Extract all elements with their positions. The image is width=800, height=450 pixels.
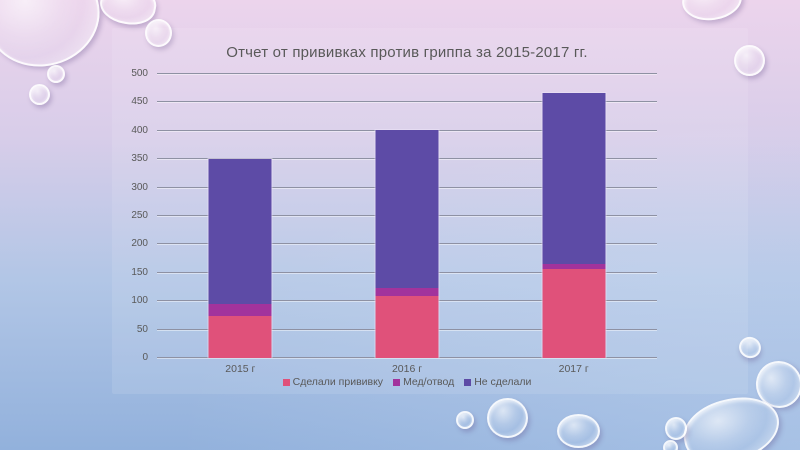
x-axis-category-label: 2017 г bbox=[558, 363, 589, 375]
water-drop-icon bbox=[663, 440, 678, 450]
water-drop-icon bbox=[29, 84, 50, 105]
y-axis-tick-label: 300 bbox=[131, 181, 148, 193]
water-drop-icon bbox=[145, 19, 172, 47]
chart-title: Отчет от прививках против гриппа за 2015… bbox=[226, 44, 588, 61]
y-axis-tick-label: 0 bbox=[142, 352, 148, 363]
water-drop-icon bbox=[456, 411, 474, 429]
y-axis-tick-label: 100 bbox=[131, 295, 148, 307]
bar-segment bbox=[208, 315, 272, 358]
y-axis-tick-label: 50 bbox=[136, 323, 148, 335]
bar-segment bbox=[375, 295, 439, 358]
legend-swatch-icon bbox=[282, 378, 290, 386]
x-axis-category-label: 2015 г bbox=[225, 363, 256, 375]
y-axis-tick-label: 350 bbox=[131, 153, 148, 165]
bar-segment bbox=[208, 158, 272, 305]
water-drop-icon bbox=[47, 65, 65, 83]
stacked-bar bbox=[374, 129, 440, 358]
stacked-bar bbox=[207, 157, 273, 358]
bar-segment bbox=[542, 92, 606, 265]
legend-item: Не сделали bbox=[464, 376, 531, 388]
water-drop-icon bbox=[557, 414, 600, 448]
y-axis-tick-label: 500 bbox=[131, 68, 148, 79]
water-drop-icon bbox=[734, 45, 765, 76]
y-axis-tick-label: 250 bbox=[131, 210, 148, 221]
legend-swatch-icon bbox=[393, 378, 401, 386]
x-axis-category-label: 2016 г bbox=[391, 363, 423, 375]
gridline bbox=[157, 101, 657, 103]
legend-label: Мед/отвод bbox=[403, 376, 455, 388]
legend-label: Сделали прививку bbox=[292, 376, 384, 388]
legend-label: Не сделали bbox=[474, 376, 532, 388]
bar-segment bbox=[375, 288, 439, 296]
bar-segment bbox=[208, 304, 272, 316]
plot-area: 0 50 100 150 200 250 300 350 400 450 500 2015 г 2016… bbox=[131, 69, 657, 375]
water-drop-icon bbox=[487, 398, 528, 438]
legend-item: Сделали прививку bbox=[282, 376, 384, 388]
gridline bbox=[157, 73, 657, 74]
stacked-bar bbox=[541, 91, 607, 358]
y-axis-tick-label: 400 bbox=[131, 124, 148, 136]
legend-item: Мед/отвод bbox=[393, 376, 454, 388]
y-axis-tick-label: 450 bbox=[131, 96, 148, 108]
y-axis-tick-label: 200 bbox=[131, 238, 148, 250]
y-axis-tick-label: 150 bbox=[131, 266, 148, 278]
legend: Сделали прививку Мед/отвод Не сделали bbox=[157, 376, 657, 388]
legend-swatch-icon bbox=[464, 378, 472, 386]
water-drop-icon bbox=[665, 417, 687, 440]
bar-segment bbox=[375, 130, 439, 289]
bar-segment bbox=[542, 269, 606, 358]
bar-segment bbox=[542, 264, 606, 270]
